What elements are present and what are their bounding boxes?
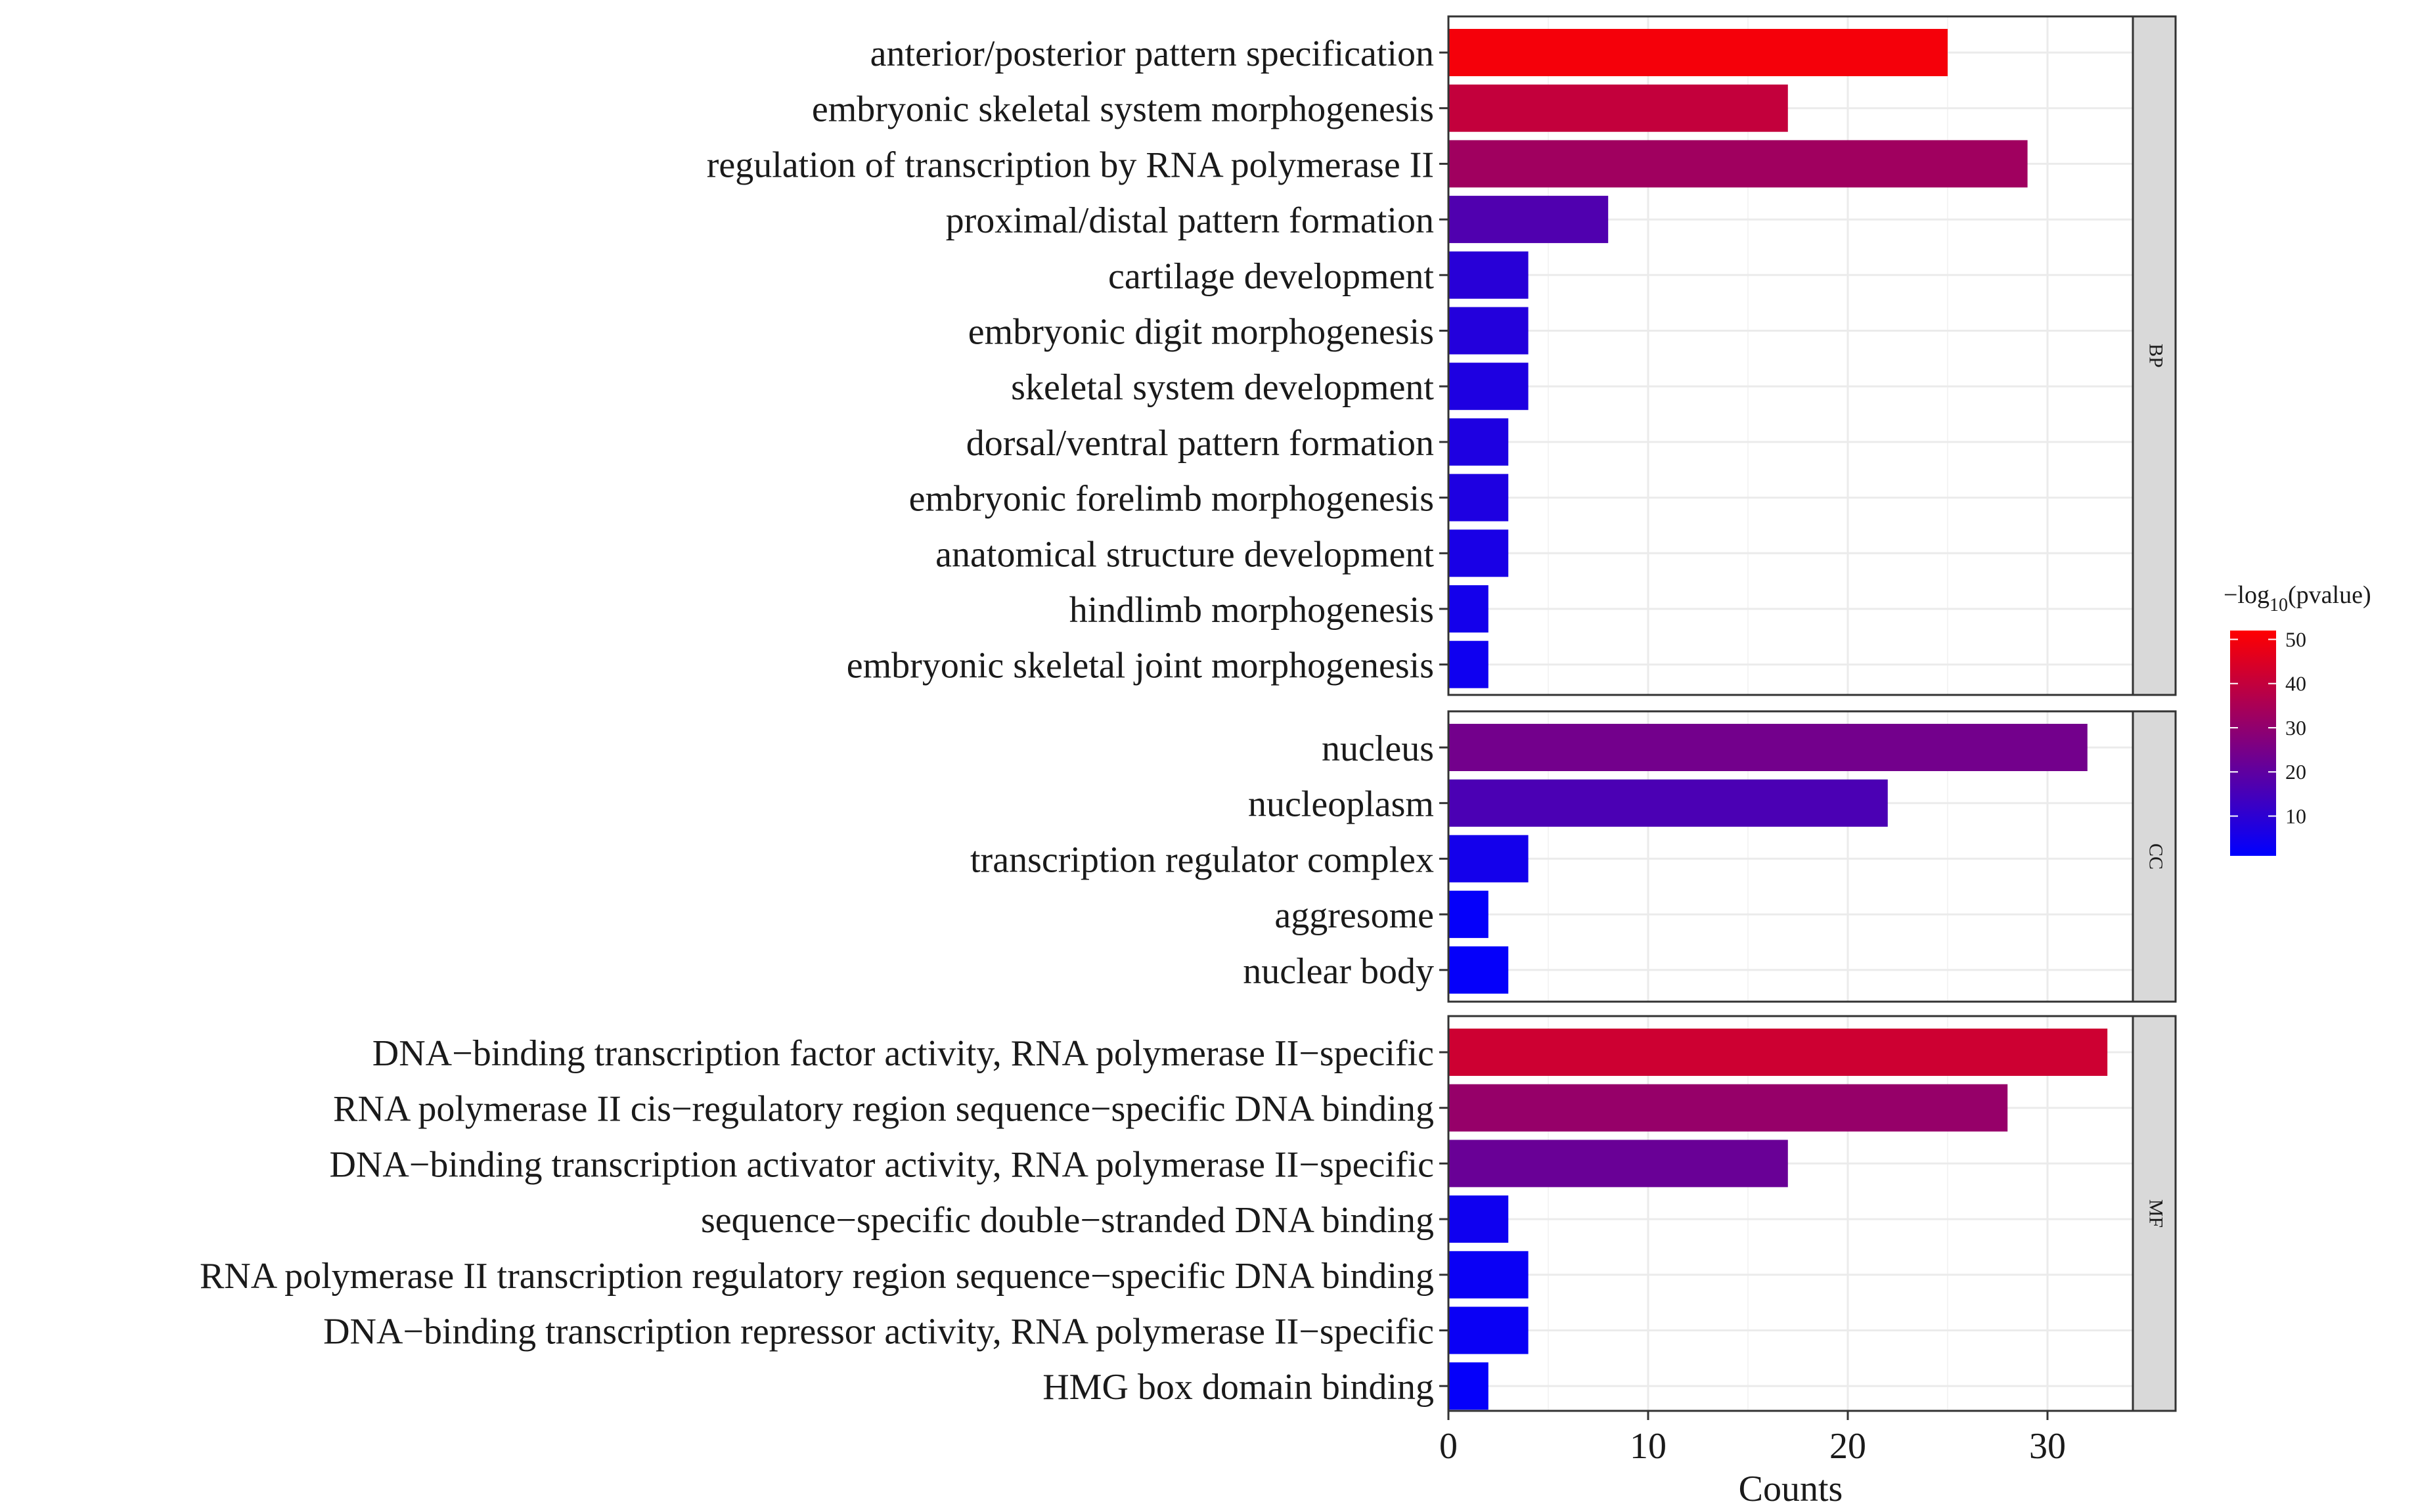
- bar: [1448, 251, 1529, 299]
- bar: [1448, 84, 1788, 132]
- facet-strip-label: MF: [2145, 1199, 2167, 1228]
- color-legend: −log10(pvalue) 10 20 30 40 50: [2224, 581, 2371, 856]
- bar: [1448, 474, 1509, 522]
- category-label: nucleoplasm: [1248, 784, 1434, 825]
- bar: [1448, 1084, 2008, 1132]
- legend-colorbar: [2230, 631, 2276, 856]
- facet-strip: [2132, 1015, 2177, 1412]
- facet-mf: DNA−binding transcription factor activit…: [200, 1015, 2177, 1412]
- legend-tick-label: 20: [2285, 760, 2306, 784]
- bar: [1448, 529, 1509, 577]
- category-label: embryonic forelimb morphogenesis: [909, 479, 1434, 520]
- bar: [1448, 307, 1529, 355]
- category-label: sequence−specific double−stranded DNA bi…: [701, 1200, 1434, 1241]
- legend-title: −log10(pvalue): [2224, 581, 2371, 615]
- category-label: DNA−binding transcription repressor acti…: [323, 1312, 1434, 1352]
- bar: [1448, 1140, 1788, 1188]
- bar: [1448, 1306, 1529, 1354]
- facet-cc: nucleus nucleoplasm transcription regulato…: [970, 710, 2177, 1003]
- category-label: transcription regulator complex: [970, 839, 1434, 880]
- bar: [1448, 946, 1509, 994]
- bar: [1448, 724, 2088, 771]
- category-label: anterior/posterior pattern specification: [870, 33, 1434, 74]
- bar: [1448, 29, 1948, 76]
- category-label: regulation of transcription by RNA polym…: [707, 145, 1434, 185]
- category-label: nucleus: [1322, 728, 1434, 769]
- category-label: dorsal/ventral pattern formation: [966, 423, 1434, 464]
- bar: [1448, 140, 2028, 188]
- legend-tick-label: 40: [2285, 672, 2306, 696]
- facet-strip-label: CC: [2145, 843, 2167, 870]
- bar: [1448, 779, 1888, 827]
- bar: [1448, 1362, 1488, 1410]
- facet-strip-label: BP: [2145, 344, 2167, 368]
- category-label: proximal/distal pattern formation: [946, 200, 1434, 241]
- legend-tick-label: 50: [2285, 627, 2306, 651]
- bar: [1448, 891, 1488, 939]
- bar: [1448, 640, 1488, 688]
- panel-background: [1448, 1016, 2133, 1411]
- category-label: hindlimb morphogenesis: [1069, 590, 1434, 631]
- category-label: anatomical structure development: [935, 534, 1434, 575]
- bar: [1448, 1029, 2108, 1076]
- facet-strip: [2132, 710, 2177, 1003]
- category-label: aggresome: [1274, 895, 1434, 936]
- facet-strip: [2132, 15, 2177, 696]
- category-label: embryonic digit morphogenesis: [968, 312, 1434, 353]
- x-tick-label: 30: [2029, 1426, 2066, 1467]
- bar: [1448, 196, 1609, 244]
- category-label: skeletal system development: [1011, 367, 1434, 408]
- bar: [1448, 418, 1509, 466]
- legend-tick-label: 10: [2285, 804, 2306, 828]
- facet-panels: anterior/posterior pattern specification…: [200, 15, 2177, 1412]
- x-tick-label: 10: [1630, 1426, 1667, 1467]
- facet-bp: anterior/posterior pattern specification…: [707, 15, 2177, 696]
- legend-tick-label: 30: [2285, 716, 2306, 740]
- category-label: nuclear body: [1243, 951, 1434, 992]
- category-label: RNA polymerase II transcription regulato…: [200, 1256, 1434, 1297]
- category-label: embryonic skeletal joint morphogenesis: [847, 646, 1434, 686]
- category-label: DNA−binding transcription factor activit…: [372, 1033, 1434, 1074]
- bar: [1448, 835, 1529, 883]
- category-label: cartilage development: [1108, 256, 1434, 297]
- x-axis-title: Counts: [1739, 1469, 1843, 1509]
- category-label: embryonic skeletal system morphogenesis: [812, 89, 1434, 130]
- x-tick-label: 20: [1829, 1426, 1866, 1467]
- x-tick-label: 0: [1439, 1426, 1458, 1467]
- bar: [1448, 585, 1488, 633]
- bar: [1448, 363, 1529, 411]
- bar: [1448, 1251, 1529, 1299]
- category-label: RNA polymerase II cis−regulatory region …: [333, 1089, 1434, 1130]
- category-label: DNA−binding transcription activator acti…: [329, 1144, 1434, 1185]
- x-axis: 0 10 20 30: [1439, 1411, 2066, 1467]
- category-label: HMG box domain binding: [1042, 1367, 1434, 1408]
- bar: [1448, 1195, 1509, 1243]
